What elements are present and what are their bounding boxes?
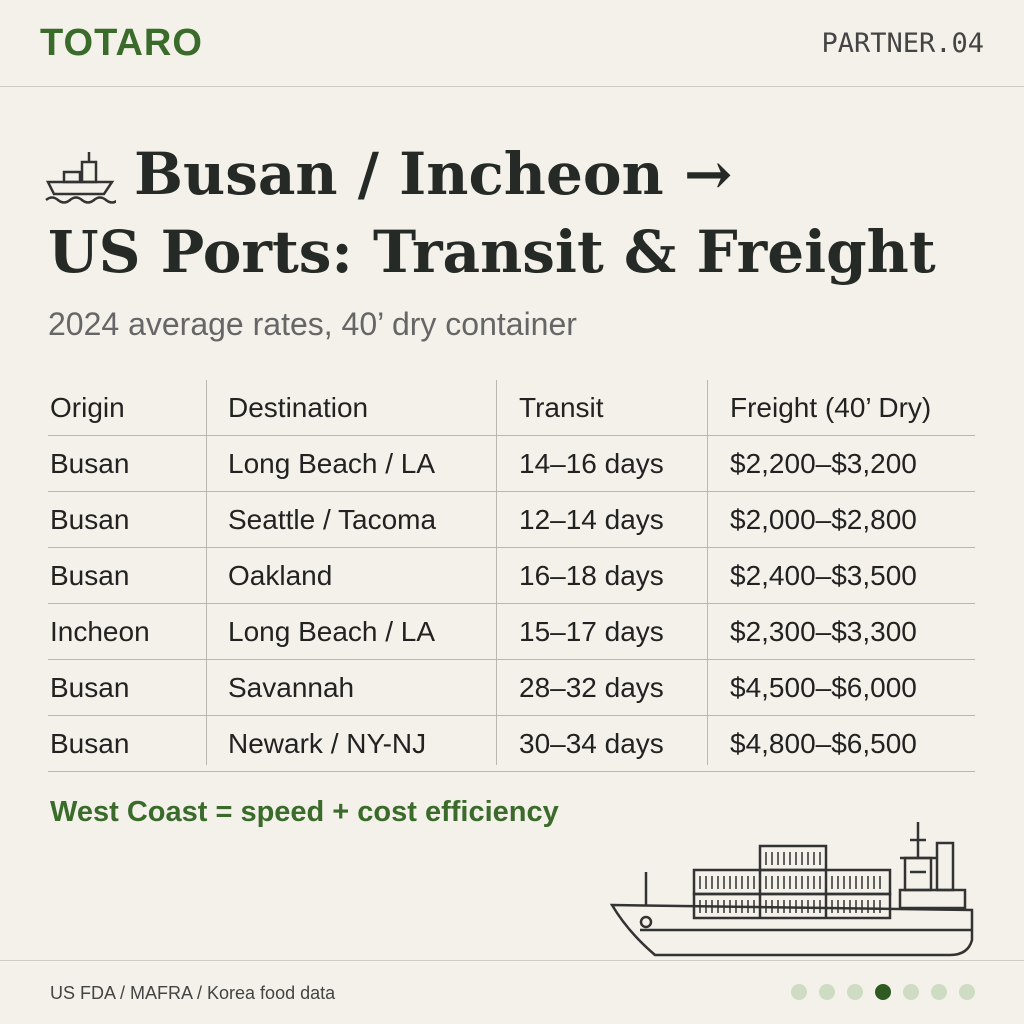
- page-dot: [931, 984, 947, 1000]
- page-dot: [903, 984, 919, 1000]
- column-header: Destination: [228, 392, 369, 423]
- column-header: Transit: [519, 392, 604, 423]
- column-divider: [707, 380, 708, 765]
- cell: 12–14 days: [519, 504, 664, 535]
- title-line: Busan / Incheon →: [134, 140, 733, 208]
- table-row: Busan Long Beach / LA 14–16 days $2,200–$3,…: [48, 436, 975, 492]
- cell: $4,500–$6,000: [730, 672, 917, 703]
- cell: Busan: [50, 560, 130, 591]
- cell: $2,400–$3,500: [730, 560, 917, 591]
- table-row: Busan Savannah 28–32 days $4,500–$6,000: [48, 660, 975, 716]
- divider: [0, 960, 1024, 961]
- cell: Busan: [50, 504, 130, 535]
- cell: 14–16 days: [519, 448, 664, 479]
- page-dot: [959, 984, 975, 1000]
- page-dot: [847, 984, 863, 1000]
- cell: Busan: [50, 728, 130, 759]
- cell: Incheon: [50, 616, 150, 647]
- cell: $2,300–$3,300: [730, 616, 917, 647]
- table-row: Busan Seattle / Tacoma 12–14 days $2,000–$2…: [48, 492, 975, 548]
- ship-icon: [45, 152, 116, 204]
- subtitle: 2024 average rates, 40’ dry container: [48, 306, 577, 342]
- note: West Coast = speed + cost efficiency: [50, 796, 559, 828]
- cell: Oakland: [228, 560, 333, 591]
- divider: [0, 86, 1024, 87]
- table: Origin Destination Transit Freight (40’ Dry…: [48, 380, 975, 772]
- pagination: [791, 984, 975, 1000]
- title-line: US Ports: Transit & Freight: [48, 218, 936, 286]
- table-row: Busan Oakland 16–18 days $2,400–$3,500: [48, 548, 975, 604]
- cell: Savannah: [228, 672, 355, 703]
- cell: Long Beach / LA: [228, 448, 436, 479]
- cell: Busan: [50, 448, 130, 479]
- brand: TOTARO: [40, 22, 203, 64]
- cell: Busan: [50, 672, 130, 703]
- page-dot-active: [875, 984, 891, 1000]
- column-header: Freight (40’ Dry): [730, 392, 932, 423]
- header-row: Origin Destination Transit Freight (40’ Dry…: [48, 380, 975, 436]
- cell: 28–32 days: [519, 672, 664, 703]
- page-dot: [819, 984, 835, 1000]
- cell: Long Beach / LA: [228, 616, 436, 647]
- table-row: Incheon Long Beach / LA 15–17 days $2,300–$…: [48, 604, 975, 660]
- cell: Newark / NY-NJ: [228, 728, 427, 759]
- cell: 15–17 days: [519, 616, 664, 647]
- page-number: PARTNER.04: [821, 28, 984, 59]
- column-divider: [206, 380, 207, 765]
- ship-illustration: [609, 822, 974, 957]
- column-divider: [496, 380, 497, 765]
- page-dot: [791, 984, 807, 1000]
- cell: 16–18 days: [519, 560, 664, 591]
- table-row: Busan Newark / NY-NJ 30–34 days $4,800–$6,5…: [48, 716, 975, 772]
- cell: $4,800–$6,500: [730, 728, 917, 759]
- source: US FDA / MAFRA / Korea food data: [50, 983, 336, 1003]
- cell: $2,000–$2,800: [730, 504, 917, 535]
- cell: Seattle / Tacoma: [228, 504, 437, 535]
- cell: $2,200–$3,200: [730, 448, 917, 479]
- cell: 30–34 days: [519, 728, 664, 759]
- column-header: Origin: [50, 392, 125, 423]
